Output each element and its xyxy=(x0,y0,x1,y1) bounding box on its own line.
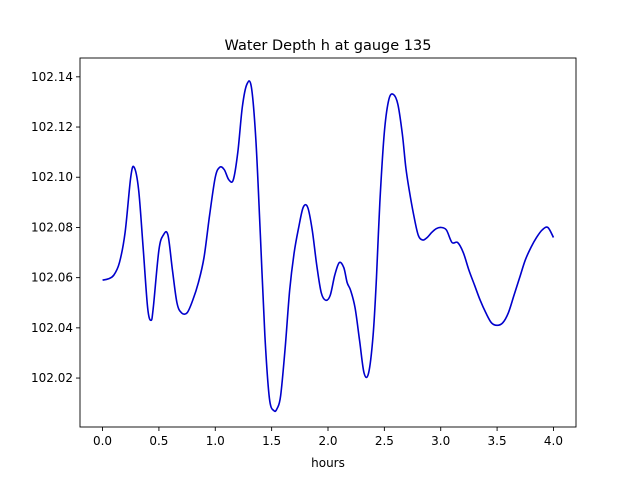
x-tick-label: 3.5 xyxy=(488,434,507,448)
x-tick-label: 3.0 xyxy=(431,434,450,448)
x-tick-label: 0.0 xyxy=(93,434,112,448)
y-tick-label: 102.04 xyxy=(31,321,73,335)
y-tick-label: 102.14 xyxy=(31,70,73,84)
series-line-0 xyxy=(102,80,555,413)
x-axis-label: hours xyxy=(311,456,345,470)
x-tick-label: 0.5 xyxy=(149,434,168,448)
x-tick-label: 4.0 xyxy=(544,434,563,448)
x-tick-label: 2.0 xyxy=(318,434,337,448)
x-tick-label: 1.0 xyxy=(206,434,225,448)
y-tick-label: 102.08 xyxy=(31,220,73,234)
y-tick-label: 102.06 xyxy=(31,271,73,285)
chart-title: Water Depth h at gauge 135 xyxy=(225,38,432,54)
x-tick-label: 1.5 xyxy=(262,434,281,448)
y-tick-label: 102.10 xyxy=(31,170,73,184)
y-tick-label: 102.12 xyxy=(31,120,73,134)
y-tick-label: 102.02 xyxy=(31,371,73,385)
x-tick-label: 2.5 xyxy=(375,434,394,448)
y-axis: 102.02 102.04 102.06 102.08 102.10 102.12 102.… xyxy=(31,70,80,385)
x-axis: 0.0 0.5 1.0 1.5 2.0 2.5 3.0 3.5 4.0 xyxy=(93,427,563,448)
